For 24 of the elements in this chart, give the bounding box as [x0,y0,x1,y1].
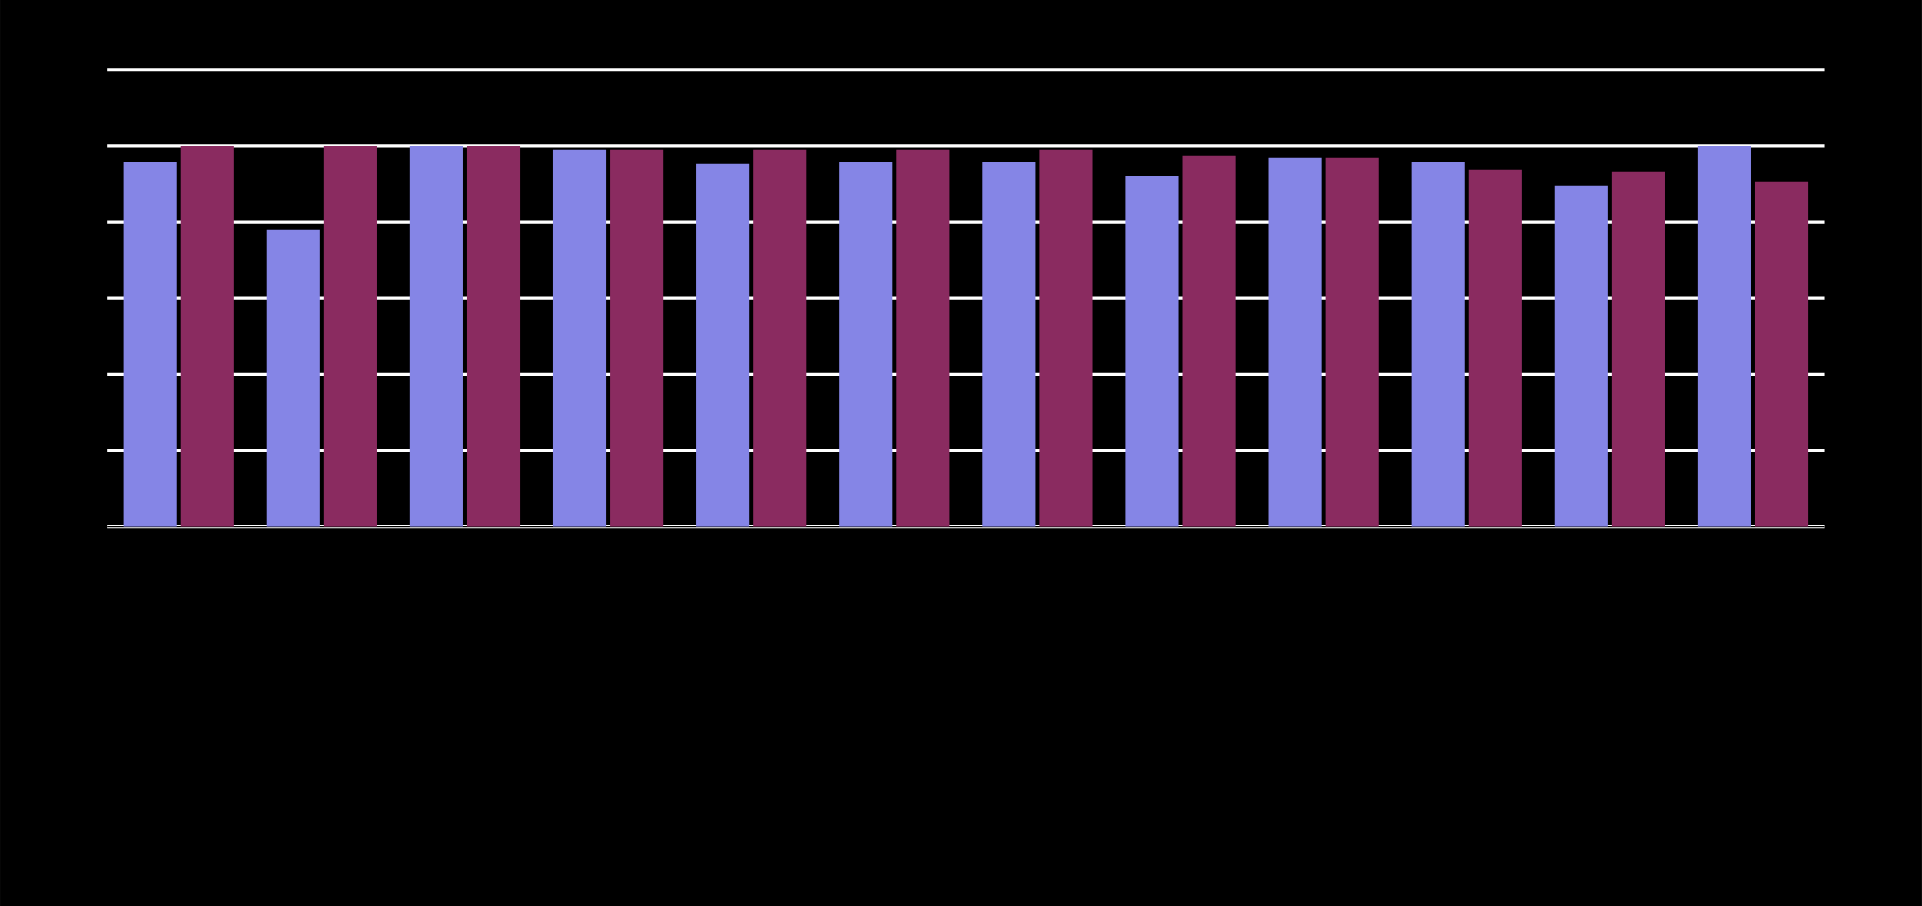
bar [1697,145,1751,527]
bar [1554,185,1608,527]
bar [323,145,377,527]
bar [696,163,750,527]
bar [896,149,950,527]
bar [123,161,177,527]
bar [1125,175,1179,527]
bar [1325,157,1379,527]
bar [1039,149,1093,527]
bar [1468,169,1522,527]
bar [552,149,607,527]
bar [1754,181,1809,527]
bar [610,149,664,527]
bar [1411,161,1465,527]
bar [409,145,463,527]
bar [1268,157,1322,527]
bar [753,149,807,527]
bar [982,161,1036,527]
bar [839,161,893,527]
bar [1182,155,1236,527]
bar [266,229,320,527]
bar [180,145,234,527]
bar [1611,171,1665,527]
bar [466,145,521,527]
